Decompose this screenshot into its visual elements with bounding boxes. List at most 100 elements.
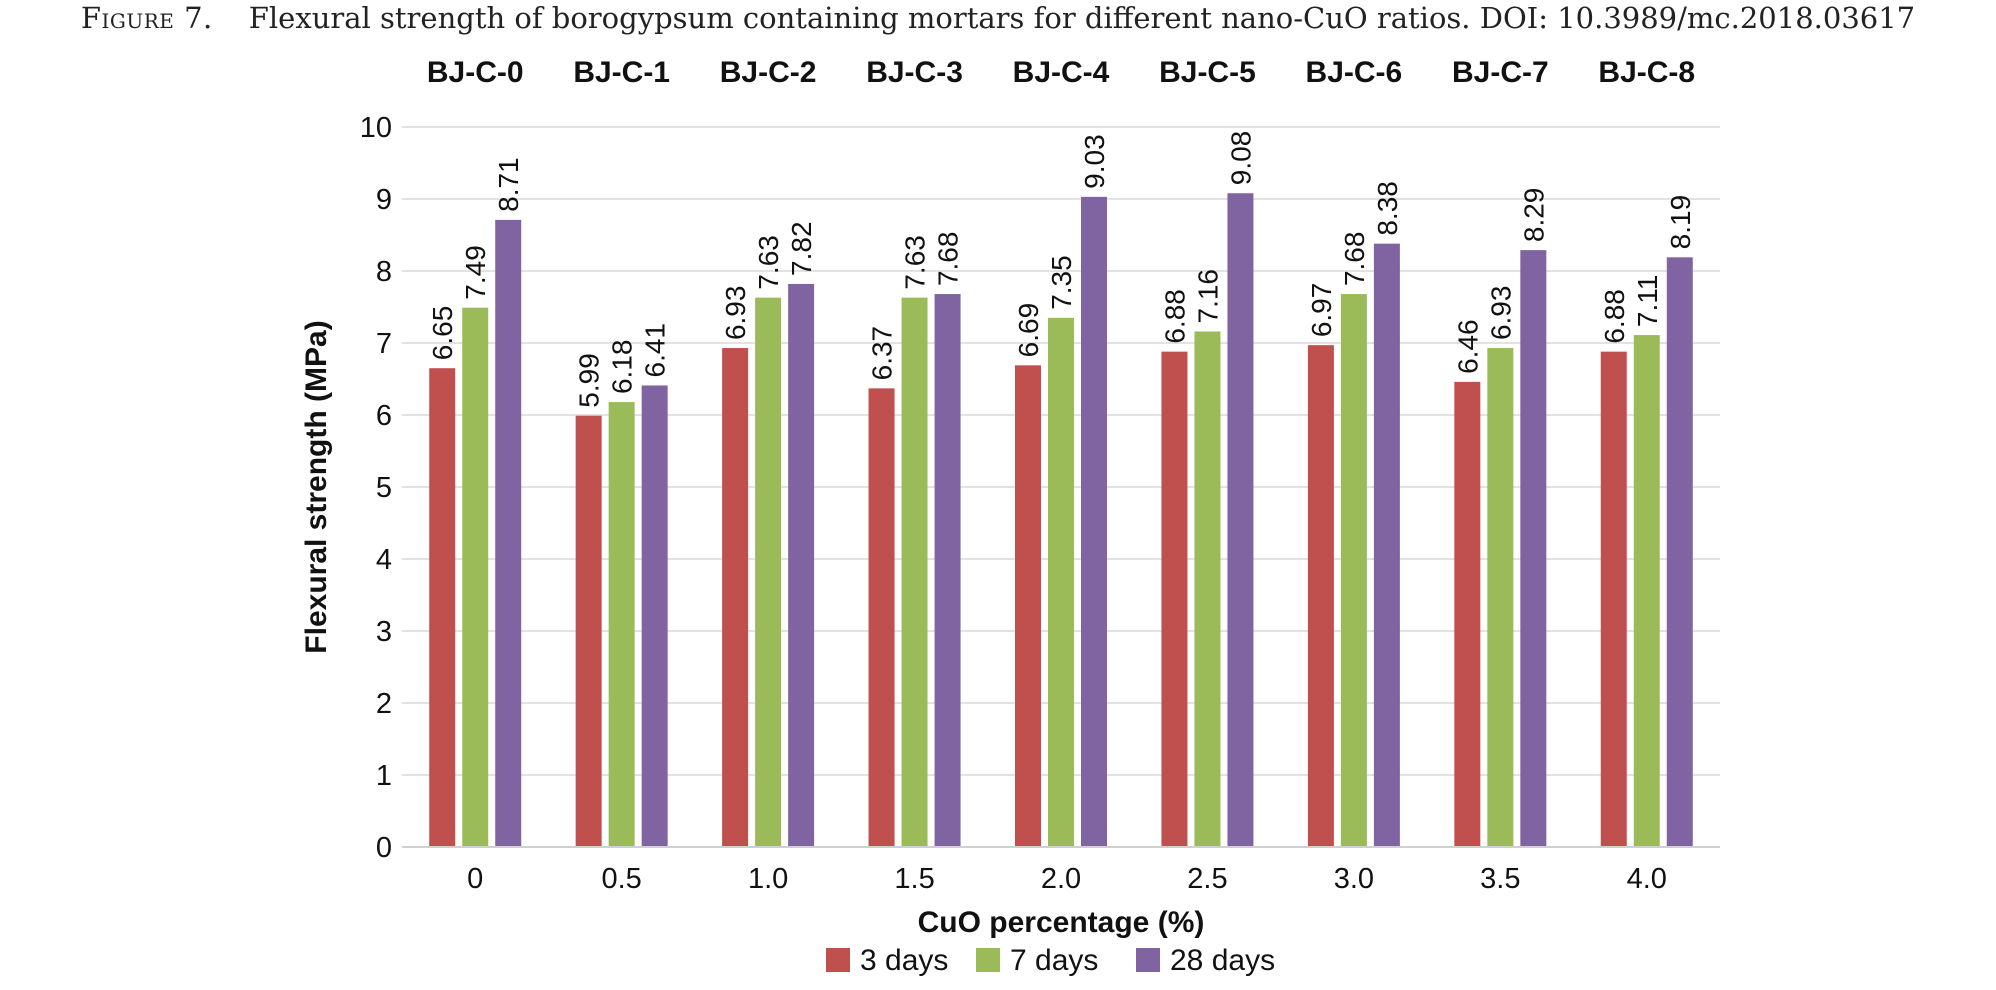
x-tick-label: 2.0 — [1041, 863, 1081, 895]
group-labels: BJ-C-0 BJ-C-1 BJ-C-2 BJ-C-3 BJ-C-4 BJ-C-5 BJ-C… — [427, 56, 1695, 89]
figure-caption-text: Flexural strength of borogypsum containi… — [248, 1, 1916, 35]
group-label: BJ-C-2 — [720, 56, 817, 89]
bar — [1454, 381, 1481, 847]
bar — [934, 294, 961, 847]
group-label: BJ-C-4 — [1013, 56, 1110, 89]
data-label: 6.93 — [1485, 286, 1516, 341]
bar — [1227, 193, 1254, 848]
data-label: 7.63 — [900, 235, 931, 290]
data-label: 8.71 — [493, 157, 524, 212]
data-label: 7.35 — [1046, 255, 1077, 310]
data-label: 8.29 — [1518, 188, 1549, 243]
bar — [495, 219, 522, 847]
data-label: 6.97 — [1306, 283, 1337, 338]
group-label: BJ-C-7 — [1452, 56, 1549, 89]
bar — [1081, 196, 1107, 848]
data-label: 7.16 — [1192, 269, 1223, 324]
bar — [641, 385, 668, 847]
data-label: 5.99 — [574, 353, 605, 408]
y-tick-label: 4 — [376, 544, 392, 576]
data-labels: 6.657.498.715.99 6.18 6.416.937.63 7.826.37… — [427, 131, 1696, 408]
x-axis-ticks: 0 0.5 1.0 1.5 2.0 2.5 3.0 3.5 4.0 — [467, 863, 1667, 895]
data-label: 6.93 — [720, 286, 751, 341]
group-label: BJ-C-5 — [1159, 56, 1256, 89]
figure-label: Figure 7. — [80, 1, 213, 35]
bar — [1487, 348, 1514, 847]
data-label: 8.19 — [1665, 195, 1696, 250]
data-label: 6.18 — [607, 340, 638, 395]
data-label: 8.38 — [1372, 181, 1403, 236]
bar — [788, 283, 815, 847]
bars — [429, 193, 1693, 848]
data-label: 7.49 — [460, 245, 491, 300]
y-tick-label: 6 — [376, 400, 392, 432]
group-label: BJ-C-3 — [866, 56, 963, 89]
data-label: 6.41 — [640, 323, 671, 378]
bar — [1194, 331, 1221, 848]
x-tick-label: 3.0 — [1334, 863, 1374, 895]
x-axis-title: CuO percentage (%) — [918, 906, 1205, 939]
legend-label: 7 days — [1010, 944, 1098, 977]
data-label: 7.63 — [753, 235, 784, 290]
legend-label: 28 days — [1170, 944, 1275, 977]
bar — [1161, 351, 1188, 847]
x-tick-label: 4.0 — [1627, 863, 1667, 895]
data-label: 7.11 — [1632, 275, 1663, 327]
bar — [1048, 317, 1074, 847]
figure-caption: Figure 7. Flexural strength of borogypsum… — [0, 0, 1996, 40]
y-tick-label: 8 — [376, 256, 392, 288]
bar — [1600, 351, 1627, 847]
legend-label: 3 days — [860, 944, 948, 977]
data-label: 7.68 — [933, 232, 964, 286]
bar — [722, 348, 749, 847]
group-label: BJ-C-0 — [427, 56, 524, 89]
data-label: 6.65 — [427, 306, 458, 361]
legend: 3 days 7 days 28 days — [826, 944, 1275, 977]
data-label: 6.46 — [1452, 319, 1483, 374]
data-label: 6.37 — [867, 326, 898, 381]
y-axis-title: Flexural strength (MPa) — [300, 320, 333, 653]
legend-swatch — [976, 948, 1000, 972]
legend-swatch — [826, 948, 850, 972]
bar — [868, 388, 895, 847]
y-tick-label: 3 — [376, 616, 392, 648]
bar — [1520, 250, 1547, 847]
bar — [1015, 365, 1041, 847]
bar — [901, 297, 928, 847]
y-tick-label: 2 — [376, 688, 392, 720]
y-axis-ticks: 0 1 2 3 4 5 6 7 8 9 10 — [360, 112, 392, 864]
x-tick-label: 0.5 — [602, 863, 642, 895]
legend-swatch — [1136, 948, 1160, 972]
data-label: 7.68 — [1339, 232, 1370, 286]
bar — [1340, 294, 1367, 847]
bar — [462, 307, 489, 848]
bar — [1373, 243, 1400, 847]
group-label: BJ-C-1 — [573, 56, 670, 89]
y-tick-label: 7 — [376, 328, 392, 360]
data-label: 9.08 — [1225, 131, 1256, 186]
data-label: 6.69 — [1013, 303, 1044, 358]
y-tick-label: 0 — [376, 832, 392, 864]
x-tick-label: 3.5 — [1480, 863, 1520, 895]
group-label: BJ-C-6 — [1306, 56, 1403, 89]
y-tick-label: 5 — [376, 472, 392, 504]
bar — [608, 402, 635, 847]
x-tick-label: 1.5 — [894, 863, 934, 895]
bar — [1633, 335, 1660, 847]
data-label: 6.88 — [1599, 289, 1630, 344]
data-label: 7.82 — [786, 221, 817, 276]
data-label: 6.88 — [1159, 289, 1190, 344]
data-label: 9.03 — [1079, 134, 1110, 189]
group-label: BJ-C-8 — [1598, 56, 1695, 89]
bar — [429, 368, 456, 847]
y-tick-label: 10 — [360, 112, 392, 144]
bar — [575, 415, 602, 847]
y-tick-label: 1 — [376, 760, 392, 792]
bar — [1307, 345, 1334, 847]
bar — [755, 297, 782, 847]
y-tick-label: 9 — [376, 184, 392, 216]
x-tick-label: 0 — [467, 863, 483, 895]
x-tick-label: 1.0 — [748, 863, 788, 895]
x-tick-label: 2.5 — [1187, 863, 1227, 895]
